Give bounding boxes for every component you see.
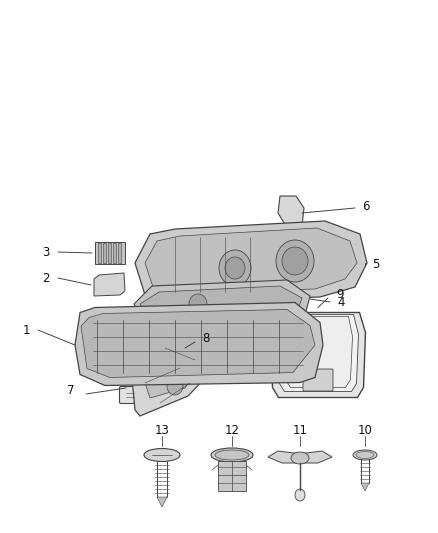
Text: 6: 6: [362, 200, 370, 214]
Text: 12: 12: [225, 424, 240, 437]
Text: 11: 11: [293, 424, 307, 437]
FancyBboxPatch shape: [118, 243, 121, 263]
Polygon shape: [278, 314, 358, 392]
FancyBboxPatch shape: [103, 243, 106, 263]
Text: 9: 9: [336, 288, 343, 302]
Polygon shape: [278, 196, 304, 226]
Ellipse shape: [225, 257, 245, 279]
Polygon shape: [145, 353, 195, 398]
Ellipse shape: [219, 250, 251, 286]
Text: 5: 5: [372, 259, 379, 271]
FancyBboxPatch shape: [218, 461, 246, 491]
FancyBboxPatch shape: [120, 386, 141, 403]
Text: 10: 10: [357, 424, 372, 437]
FancyBboxPatch shape: [98, 243, 101, 263]
Polygon shape: [271, 312, 365, 398]
Ellipse shape: [276, 240, 314, 282]
Text: 3: 3: [42, 246, 50, 259]
Ellipse shape: [282, 247, 308, 275]
Polygon shape: [75, 303, 323, 385]
Ellipse shape: [291, 452, 309, 464]
Text: 1: 1: [22, 324, 30, 336]
Polygon shape: [81, 310, 315, 377]
Polygon shape: [283, 317, 353, 387]
FancyBboxPatch shape: [113, 243, 116, 263]
FancyBboxPatch shape: [108, 243, 111, 263]
Polygon shape: [135, 221, 367, 302]
Text: 13: 13: [155, 424, 170, 437]
Polygon shape: [145, 228, 357, 293]
Ellipse shape: [215, 450, 249, 460]
Text: 8: 8: [202, 332, 209, 344]
Polygon shape: [94, 273, 125, 296]
Polygon shape: [157, 497, 167, 507]
Polygon shape: [140, 286, 302, 320]
Polygon shape: [268, 451, 332, 463]
Ellipse shape: [189, 294, 207, 314]
Text: 2: 2: [42, 271, 50, 285]
Text: 7: 7: [67, 384, 75, 397]
Ellipse shape: [211, 448, 253, 462]
FancyBboxPatch shape: [303, 369, 333, 391]
Polygon shape: [134, 280, 310, 326]
Ellipse shape: [144, 448, 180, 462]
Ellipse shape: [295, 489, 305, 501]
FancyBboxPatch shape: [95, 242, 125, 264]
Ellipse shape: [353, 450, 377, 460]
Text: 4: 4: [337, 295, 345, 309]
Ellipse shape: [167, 377, 183, 395]
Ellipse shape: [184, 361, 196, 375]
Ellipse shape: [356, 451, 374, 458]
Polygon shape: [361, 483, 369, 491]
Ellipse shape: [155, 368, 165, 378]
Polygon shape: [132, 336, 210, 416]
